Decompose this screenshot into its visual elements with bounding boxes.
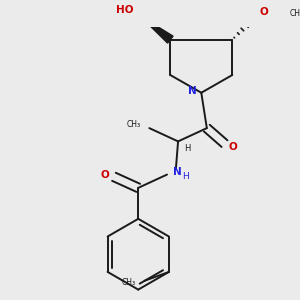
Text: N: N	[188, 85, 197, 95]
Text: O: O	[229, 142, 238, 152]
Text: CH₃: CH₃	[122, 278, 136, 287]
Text: H: H	[182, 172, 189, 181]
Text: HO: HO	[116, 5, 134, 15]
Text: CH₃: CH₃	[126, 120, 140, 129]
Text: N: N	[172, 167, 181, 177]
Polygon shape	[140, 15, 173, 43]
Text: O: O	[101, 169, 110, 180]
Text: O: O	[260, 7, 269, 17]
Text: CH₃: CH₃	[290, 9, 300, 18]
Text: H: H	[184, 143, 190, 152]
